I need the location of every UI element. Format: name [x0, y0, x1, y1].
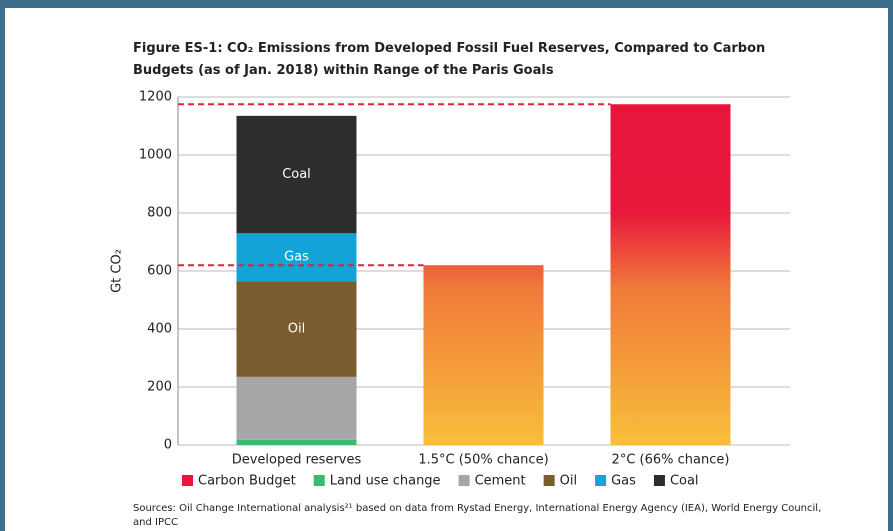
segment-label: Oil [288, 322, 305, 337]
bar-segment [423, 265, 544, 445]
bar-segment [236, 439, 357, 445]
x-tick-label: 2°C (66% chance) [612, 453, 730, 468]
x-tick-label: 1.5°C (50% chance) [418, 453, 548, 468]
y-tick-label: 1200 [139, 90, 172, 105]
bar-segment [610, 104, 731, 445]
y-tick-label: 1000 [139, 148, 172, 163]
legend-label: Oil [560, 474, 577, 489]
bar-segment [236, 115, 357, 234]
y-axis-label: Gt CO₂ [110, 249, 125, 293]
legend-label: Gas [611, 474, 636, 489]
bar-segment [236, 376, 357, 440]
chart: 0 200 400 600 800 1000 1200 Gt CO₂ Developed res… [110, 90, 790, 489]
legend-label: Land use change [330, 474, 441, 489]
legend-swatch [595, 475, 607, 486]
bar-segment [236, 233, 357, 282]
legend-label: Coal [670, 474, 699, 489]
x-tick-label: Developed reserves [232, 453, 362, 468]
legend-swatch [182, 475, 193, 486]
y-tick-label: 400 [147, 322, 172, 337]
y-tick-label: 600 [147, 264, 172, 279]
segment-label: Coal [282, 167, 311, 182]
chart-title: Figure ES-1: CO₂ Emissions from Develope… [133, 41, 766, 78]
source-note: Sources: Oil Change International analys… [133, 503, 822, 528]
legend-swatch [458, 475, 470, 486]
bar-segment [236, 281, 357, 377]
segment-label: Gas [284, 250, 309, 265]
legend-label: Cement [475, 474, 526, 489]
y-tick-label: 800 [147, 206, 172, 221]
legend-swatch [653, 475, 665, 486]
legend-swatch [313, 475, 325, 486]
legend-label: Carbon Budget [198, 474, 296, 489]
y-tick-label: 0 [164, 438, 172, 453]
legend-swatch [543, 475, 555, 486]
y-tick-label: 200 [147, 380, 172, 395]
